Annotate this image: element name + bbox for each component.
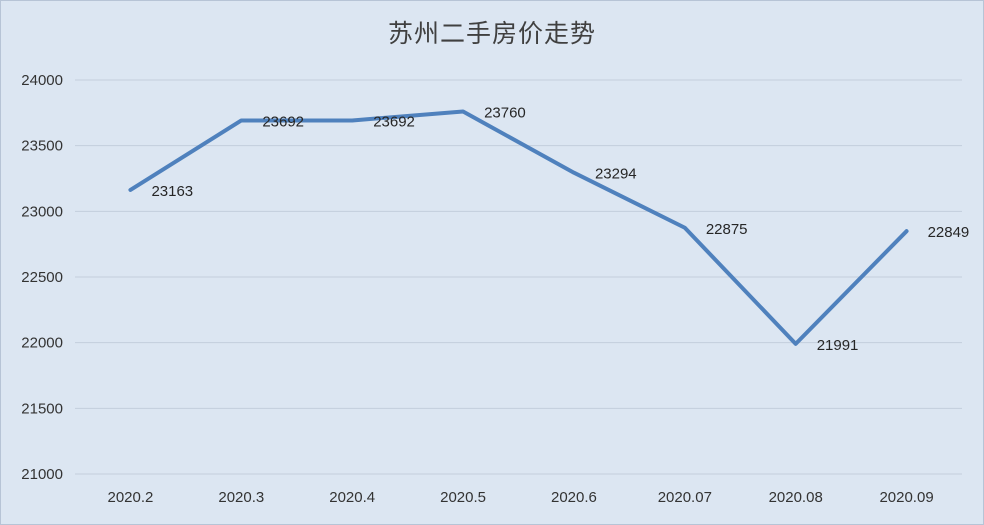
- x-tick-label: 2020.2: [107, 489, 153, 506]
- data-labels: 23163 23692 23692 23760 23294 22875 21991 22849: [151, 105, 969, 354]
- x-tick-label: 2020.3: [218, 489, 264, 506]
- data-point: [683, 226, 687, 230]
- y-tick-label: 22000: [21, 335, 63, 352]
- data-label: 22875: [706, 221, 748, 238]
- y-tick-label: 24000: [21, 72, 63, 89]
- y-tick-label: 21500: [21, 400, 63, 417]
- data-label: 23692: [262, 113, 304, 130]
- gridlines: [75, 79, 962, 475]
- data-label: 21991: [817, 337, 859, 354]
- data-point: [128, 188, 132, 192]
- chart-title: 苏州二手房价走势: [387, 19, 596, 48]
- data-label: 23692: [373, 113, 415, 130]
- series-line: [128, 109, 909, 346]
- data-point: [794, 342, 798, 346]
- y-tick-label: 23000: [21, 203, 63, 220]
- x-tick-label: 2020.6: [551, 489, 597, 506]
- series-line-group: [128, 109, 909, 346]
- x-tick-label: 2020.07: [658, 489, 712, 506]
- x-tick-label: 2020.4: [329, 489, 375, 506]
- data-label: 23760: [484, 105, 526, 122]
- y-tick-label: 23500: [21, 138, 63, 155]
- data-point: [461, 110, 465, 114]
- data-point: [905, 229, 909, 233]
- y-tick-label: 22500: [21, 269, 63, 286]
- data-point: [350, 118, 354, 122]
- data-point: [239, 118, 243, 122]
- x-tick-label: 2020.08: [769, 489, 823, 506]
- x-tick-label: 2020.5: [440, 489, 486, 506]
- x-tick-label: 2020.09: [879, 489, 933, 506]
- data-point: [572, 171, 576, 175]
- x-axis-ticks: 2020.2 2020.3 2020.4 2020.5 2020.6 2020.07 202…: [107, 489, 933, 506]
- data-label: 23294: [595, 166, 637, 183]
- y-tick-label: 21000: [21, 466, 63, 483]
- y-axis-ticks: 21000 21500 22000 22500 23000 23500 24000: [21, 72, 63, 483]
- data-label: 22849: [928, 224, 970, 241]
- data-label: 23163: [151, 183, 193, 200]
